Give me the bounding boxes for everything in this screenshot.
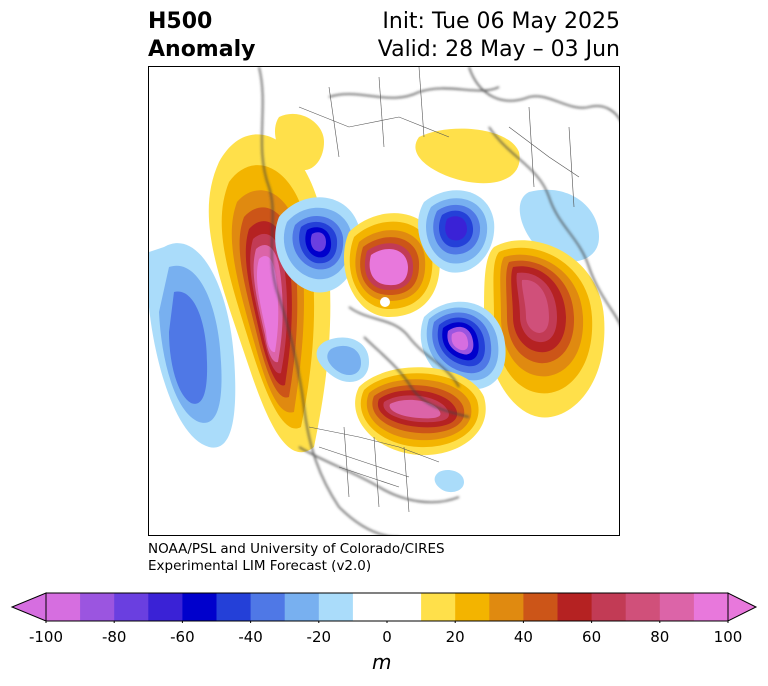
colorbar-bin	[284, 593, 320, 621]
colorbar-extend-min	[10, 592, 47, 622]
colorbar	[10, 592, 758, 623]
colorbar-bin	[182, 593, 217, 621]
colorbar-bin	[625, 593, 661, 621]
colorbar-tick-label: -100	[28, 628, 64, 646]
colorbar-bin	[421, 593, 456, 621]
colorbar-bin	[387, 593, 422, 621]
valid-dates: Valid: 28 May – 03 Jun	[377, 37, 620, 62]
colorbar-extend-max	[727, 592, 758, 622]
colorbar-tick-label: 20	[445, 628, 465, 646]
colorbar-bin	[148, 593, 183, 621]
anomaly-west-trough	[149, 243, 236, 448]
anomaly-east-siberia-ridge	[274, 113, 520, 184]
forecast-dates: Init: Tue 06 May 2025 Valid: 28 May – 03…	[378, 8, 620, 64]
init-date: Init: Tue 06 May 2025	[382, 9, 620, 34]
colorbar-bin	[250, 593, 286, 621]
colorbar-bin	[557, 593, 593, 621]
colorbar-bin	[352, 593, 388, 621]
title-variable: H500	[148, 9, 213, 34]
data-credit: NOAA/PSL and University of Colorado/CIRE…	[148, 541, 445, 575]
anomaly-canada-ridge	[355, 367, 486, 456]
credit-model: Experimental LIM Forecast (v2.0)	[148, 558, 372, 574]
credit-institution: NOAA/PSL and University of Colorado/CIRE…	[148, 541, 445, 557]
colorbar-bin	[591, 593, 627, 621]
colorbar-bin	[216, 593, 252, 621]
colorbar-tick-label: 60	[582, 628, 602, 646]
anomaly-map	[148, 66, 620, 536]
colorbar-tick-label: 100	[713, 628, 743, 646]
colorbar-tick-label: -80	[101, 628, 127, 646]
colorbar-tick-label: -40	[238, 628, 263, 646]
coastlines	[258, 67, 619, 535]
colorbar-tick-label: -20	[306, 628, 332, 646]
political-boundaries	[298, 67, 580, 513]
anomaly-atlantic-trough	[420, 301, 506, 390]
colorbar-bin	[455, 593, 490, 621]
colorbar-unit: m	[372, 650, 392, 674]
colorbar-bin	[114, 593, 149, 621]
title-field: Anomaly	[148, 37, 256, 62]
anomaly-siberia-trough	[418, 190, 495, 273]
colorbar-bin	[523, 593, 558, 621]
colorbar-tick-label: 80	[650, 628, 670, 646]
colorbar-bin	[318, 593, 354, 621]
anomaly-us-trough	[434, 470, 464, 493]
anomaly-beaufort-trough	[275, 197, 360, 293]
colorbar-bin	[693, 593, 729, 621]
colorbar-bin	[489, 593, 524, 621]
anomaly-map-canvas	[149, 67, 619, 535]
colorbar-bin	[46, 593, 81, 621]
colorbar-tick-label: 40	[513, 628, 533, 646]
anomaly-north-canada-trough	[316, 337, 369, 382]
colorbar-bin	[659, 593, 695, 621]
colorbar-bin	[80, 593, 115, 621]
anomaly-eurasia-ridge	[484, 240, 605, 418]
anomaly-arctic-ridge	[343, 213, 440, 317]
map-title: H500 Anomaly	[148, 8, 255, 64]
colorbar-tick-label: 0	[382, 628, 392, 646]
pole-marker	[380, 297, 390, 307]
colorbar-tick-label: -60	[170, 628, 195, 646]
